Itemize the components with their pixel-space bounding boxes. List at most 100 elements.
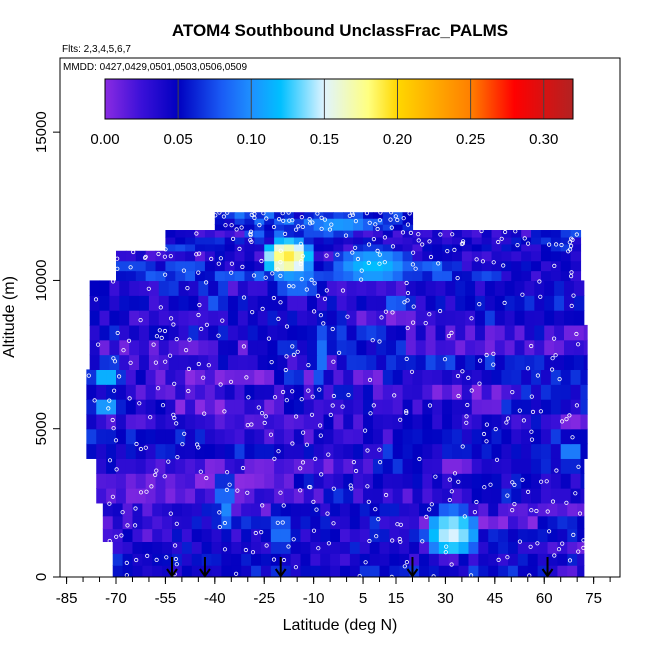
sample-point xyxy=(293,227,299,232)
heatmap-cell xyxy=(218,310,229,326)
heatmap-cell xyxy=(346,324,358,341)
heatmap-cell xyxy=(228,280,239,296)
sample-point xyxy=(499,236,504,241)
heatmap-cell xyxy=(241,528,252,543)
heatmap-cell xyxy=(481,236,493,245)
sample-point xyxy=(378,210,383,215)
sample-point xyxy=(398,539,403,544)
heatmap-cell xyxy=(145,399,157,415)
heatmap-cell xyxy=(386,354,397,370)
heatmap-cell xyxy=(428,565,440,577)
heatmap-cell xyxy=(494,324,506,341)
heatmap-cell xyxy=(491,473,503,489)
heatmap-cell xyxy=(244,243,255,252)
heatmap-cell xyxy=(524,354,535,370)
heatmap-cell xyxy=(570,428,582,445)
x-tick-label: -55 xyxy=(155,590,177,607)
heatmap-cell xyxy=(323,413,335,430)
sample-point xyxy=(427,507,432,512)
sample-point xyxy=(276,449,281,454)
heatmap-cell xyxy=(382,270,394,282)
sample-point xyxy=(257,223,262,228)
heatmap-cell xyxy=(521,230,532,238)
sample-point xyxy=(138,446,143,452)
heatmap-cell xyxy=(356,324,367,341)
sample-point xyxy=(295,349,300,354)
heatmap-cell xyxy=(435,354,447,370)
heatmap-cell xyxy=(415,354,427,370)
heatmap-cell xyxy=(175,384,186,400)
heatmap-cell xyxy=(363,384,374,400)
heatmap-cell xyxy=(323,236,335,245)
heatmap-cell xyxy=(158,295,170,311)
sample-point xyxy=(404,409,409,414)
heatmap-cell xyxy=(109,324,120,341)
heatmap-cell xyxy=(112,541,124,554)
heatmap-cell xyxy=(501,230,512,238)
sample-point xyxy=(395,217,400,223)
heatmap-cell xyxy=(343,212,354,219)
heatmap-cell xyxy=(155,413,167,430)
heatmap-cell xyxy=(481,270,493,282)
heatmap-cell xyxy=(573,280,585,296)
heatmap-cell xyxy=(481,413,493,430)
heatmap-cell xyxy=(498,528,509,543)
heatmap-cell xyxy=(234,399,246,415)
heatmap-cell xyxy=(415,339,427,356)
heatmap-cell xyxy=(313,224,325,231)
heatmap-cell xyxy=(432,270,443,282)
sample-point xyxy=(460,444,465,449)
heatmap-cell xyxy=(175,260,186,272)
heatmap-cell xyxy=(254,270,265,282)
sample-point xyxy=(392,393,397,398)
heatmap-cell xyxy=(573,310,585,326)
sample-point xyxy=(218,382,223,387)
heatmap-cell xyxy=(521,270,532,282)
heatmap-cell xyxy=(540,260,552,272)
heatmap-cell xyxy=(135,384,147,400)
heatmap-cell xyxy=(175,488,186,504)
heatmap-cell xyxy=(508,553,519,566)
sample-point xyxy=(184,347,189,353)
heatmap-cell xyxy=(274,270,285,282)
heatmap-cell xyxy=(580,488,585,504)
heatmap-cell xyxy=(461,243,473,252)
sample-point xyxy=(174,421,179,426)
heatmap-cell xyxy=(168,339,180,356)
heatmap-cell xyxy=(508,565,519,577)
heatmap-cell xyxy=(132,502,143,517)
heatmap-cell xyxy=(560,399,572,415)
heatmap-cell xyxy=(455,280,466,296)
heatmap-cell xyxy=(284,428,295,445)
heatmap-cell xyxy=(303,224,315,231)
heatmap-cell xyxy=(293,236,305,245)
sample-point xyxy=(278,490,283,495)
sample-point xyxy=(346,392,351,398)
sample-point xyxy=(300,224,305,229)
heatmap-cell xyxy=(491,488,503,504)
heatmap-cell xyxy=(442,243,453,252)
sample-point xyxy=(522,236,527,241)
heatmap-cell xyxy=(488,541,499,554)
heatmap-cell xyxy=(557,528,568,543)
sample-point xyxy=(196,270,201,275)
heatmap-cell xyxy=(465,280,476,296)
sample-point xyxy=(290,389,295,394)
heatmap-cell xyxy=(116,413,127,430)
heatmap-cell xyxy=(372,236,384,245)
sample-point xyxy=(304,287,309,292)
sample-point xyxy=(546,529,552,534)
heatmap-cell xyxy=(165,243,176,252)
heatmap-cell xyxy=(237,339,249,356)
heatmap-cell xyxy=(448,502,460,517)
heatmap-cell xyxy=(267,354,279,370)
heatmap-cell xyxy=(550,270,562,282)
heatmap-cell xyxy=(442,399,453,415)
heatmap-cell xyxy=(570,230,582,238)
sample-point xyxy=(217,510,222,515)
heatmap-cell xyxy=(251,541,262,554)
heatmap-cell xyxy=(142,565,153,577)
sample-point xyxy=(576,549,581,554)
heatmap-cell xyxy=(560,384,572,400)
heatmap-cell xyxy=(284,236,295,245)
